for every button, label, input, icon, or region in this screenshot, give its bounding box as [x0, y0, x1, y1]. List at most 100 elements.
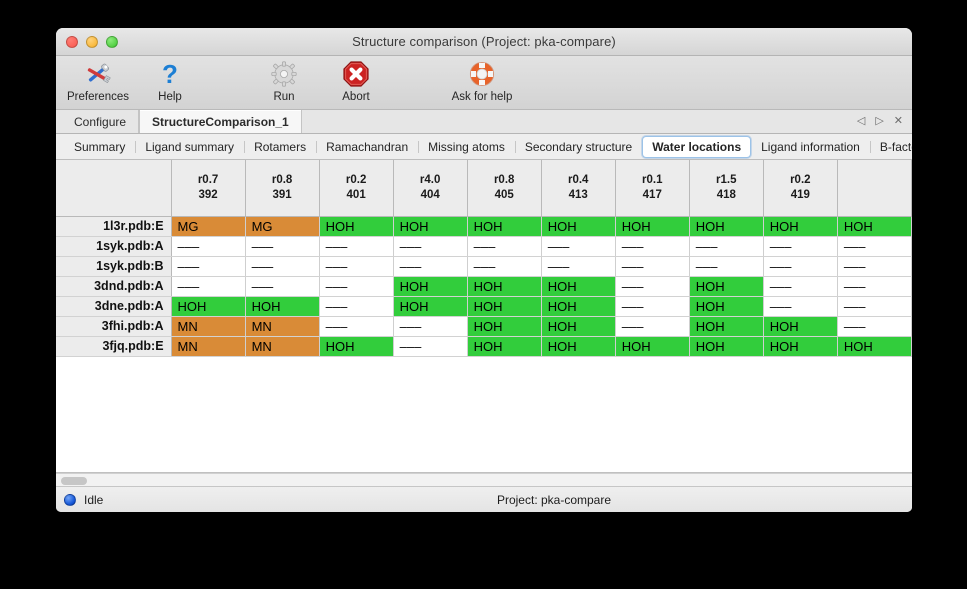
table-column-header[interactable]: r0.7 392: [171, 160, 246, 217]
table-cell[interactable]: –––: [763, 296, 838, 317]
table-cell[interactable]: HOH: [319, 216, 394, 237]
table-cell[interactable]: HOH: [393, 296, 468, 317]
project-tab-configure[interactable]: Configure: [62, 110, 140, 133]
horizontal-scrollbar[interactable]: [56, 473, 912, 487]
table-cell[interactable]: –––: [837, 236, 912, 257]
table-column-header[interactable]: r0.8 391: [245, 160, 320, 217]
table-cell[interactable]: HOH: [763, 336, 838, 357]
table-cell[interactable]: –––: [319, 276, 394, 297]
table-row[interactable]: 1syk.pdb:A ––– ––– ––– ––– ––– ––– ––– ––– ––– –––: [56, 236, 912, 257]
close-window-button[interactable]: [66, 36, 78, 48]
table-cell[interactable]: –––: [467, 236, 542, 257]
maximize-window-button[interactable]: [106, 36, 118, 48]
table-column-header[interactable]: r0.4 413: [541, 160, 616, 217]
table-column-header[interactable]: r1.5 418: [689, 160, 764, 217]
table-cell[interactable]: –––: [615, 256, 690, 277]
table-column-header[interactable]: r0.1 417: [615, 160, 690, 217]
water-locations-table-container[interactable]: r0.7 392 r0.8 391 r0.2 401 r4.0 404 r0.8 405 r0.4 4…: [56, 160, 912, 473]
table-row[interactable]: 1syk.pdb:B ––– ––– ––– ––– ––– ––– ––– ––– ––– –––: [56, 256, 912, 277]
table-cell[interactable]: –––: [171, 276, 246, 297]
table-cell[interactable]: MN: [245, 316, 320, 337]
table-column-header[interactable]: r4.0 404: [393, 160, 468, 217]
table-cell[interactable]: HOH: [541, 296, 616, 317]
toolbar-button-ask-for-help[interactable]: Ask for help: [434, 59, 530, 103]
tab-ramachandran[interactable]: Ramachandran: [316, 136, 418, 158]
table-cell[interactable]: –––: [763, 256, 838, 277]
table-cell[interactable]: HOH: [763, 316, 838, 337]
table-cell[interactable]: HOH: [689, 216, 764, 237]
project-tab-structurecomparison-1[interactable]: StructureComparison_1: [139, 110, 302, 133]
table-cell[interactable]: –––: [319, 236, 394, 257]
table-cell[interactable]: –––: [319, 256, 394, 277]
table-cell[interactable]: –––: [393, 256, 468, 277]
table-cell[interactable]: MN: [171, 336, 246, 357]
table-cell[interactable]: MG: [245, 216, 320, 237]
table-cell[interactable]: –––: [615, 236, 690, 257]
table-cell[interactable]: HOH: [467, 216, 542, 237]
table-cell[interactable]: –––: [245, 256, 320, 277]
table-row-header[interactable]: 1l3r.pdb:E: [56, 216, 172, 237]
table-cell[interactable]: HOH: [467, 276, 542, 297]
table-cell[interactable]: HOH: [541, 316, 616, 337]
table-cell[interactable]: MN: [171, 316, 246, 337]
table-cell[interactable]: –––: [615, 316, 690, 337]
table-cell[interactable]: –––: [837, 296, 912, 317]
tab-water-locations[interactable]: Water locations: [642, 135, 752, 158]
tab-summary[interactable]: Summary: [74, 139, 126, 154]
table-cell[interactable]: –––: [467, 256, 542, 277]
table-cell[interactable]: –––: [171, 236, 246, 257]
table-cell[interactable]: –––: [245, 276, 320, 297]
table-cell[interactable]: HOH: [689, 296, 764, 317]
table-cell[interactable]: –––: [393, 316, 468, 337]
table-row[interactable]: 1l3r.pdb:E MG MG HOH HOH HOH HOH HOH HOH HOH HOH: [56, 216, 912, 237]
table-cell[interactable]: –––: [615, 296, 690, 317]
table-cell[interactable]: HOH: [541, 336, 616, 357]
table-column-header[interactable]: r0.2 419: [763, 160, 838, 217]
minimize-window-button[interactable]: [86, 36, 98, 48]
table-cell[interactable]: HOH: [467, 316, 542, 337]
table-cell[interactable]: –––: [763, 236, 838, 257]
table-cell[interactable]: –––: [319, 296, 394, 317]
table-cell[interactable]: HOH: [689, 336, 764, 357]
table-cell[interactable]: HOH: [541, 216, 616, 237]
table-cell[interactable]: –––: [689, 236, 764, 257]
toolbar-button-help[interactable]: ? Help: [134, 59, 206, 103]
project-tab-next-icon[interactable]: ▷: [875, 115, 884, 127]
table-cell[interactable]: HOH: [467, 296, 542, 317]
table-cell[interactable]: –––: [245, 236, 320, 257]
tab-ligand-summary[interactable]: Ligand summary: [135, 136, 244, 158]
table-cell[interactable]: –––: [319, 316, 394, 337]
table-cell[interactable]: HOH: [615, 216, 690, 237]
table-cell[interactable]: HOH: [393, 216, 468, 237]
table-cell[interactable]: –––: [615, 276, 690, 297]
table-row-header[interactable]: 1syk.pdb:A: [56, 236, 172, 257]
table-row-header[interactable]: 3fhi.pdb:A: [56, 316, 172, 337]
table-row[interactable]: 3fhi.pdb:A MN MN ––– ––– HOH HOH ––– HOH HOH –––: [56, 316, 912, 337]
table-row-header[interactable]: 1syk.pdb:B: [56, 256, 172, 277]
table-row-header[interactable]: 3fjq.pdb:E: [56, 336, 172, 357]
table-cell[interactable]: –––: [837, 256, 912, 277]
tab-secondary-structure[interactable]: Secondary structure: [514, 136, 642, 158]
tab-ligand-information[interactable]: Ligand information: [761, 139, 860, 154]
table-row-header[interactable]: 3dnd.pdb:A: [56, 276, 172, 297]
table-cell[interactable]: HOH: [245, 296, 320, 317]
table-cell[interactable]: –––: [171, 256, 246, 277]
table-cell[interactable]: HOH: [689, 316, 764, 337]
table-row[interactable]: 3fjq.pdb:E MN MN HOH ––– HOH HOH HOH HOH HOH HOH: [56, 336, 912, 357]
table-cell[interactable]: MG: [171, 216, 246, 237]
table-cell[interactable]: –––: [837, 316, 912, 337]
project-tab-close-icon[interactable]: ✕: [893, 115, 903, 127]
table-cell[interactable]: –––: [541, 256, 616, 277]
tab-b-factors[interactable]: B-factors: [869, 136, 912, 158]
table-cell[interactable]: HOH: [689, 276, 764, 297]
toolbar-button-abort[interactable]: Abort: [320, 59, 392, 103]
toolbar-button-run[interactable]: Run: [248, 59, 320, 103]
table-column-header[interactable]: r0.2 401: [319, 160, 394, 217]
table-column-header[interactable]: [837, 160, 912, 217]
table-cell[interactable]: –––: [837, 276, 912, 297]
table-cell[interactable]: HOH: [467, 336, 542, 357]
table-cell[interactable]: –––: [689, 256, 764, 277]
table-cell[interactable]: HOH: [541, 276, 616, 297]
table-cell[interactable]: –––: [393, 236, 468, 257]
table-column-header[interactable]: r0.8 405: [467, 160, 542, 217]
